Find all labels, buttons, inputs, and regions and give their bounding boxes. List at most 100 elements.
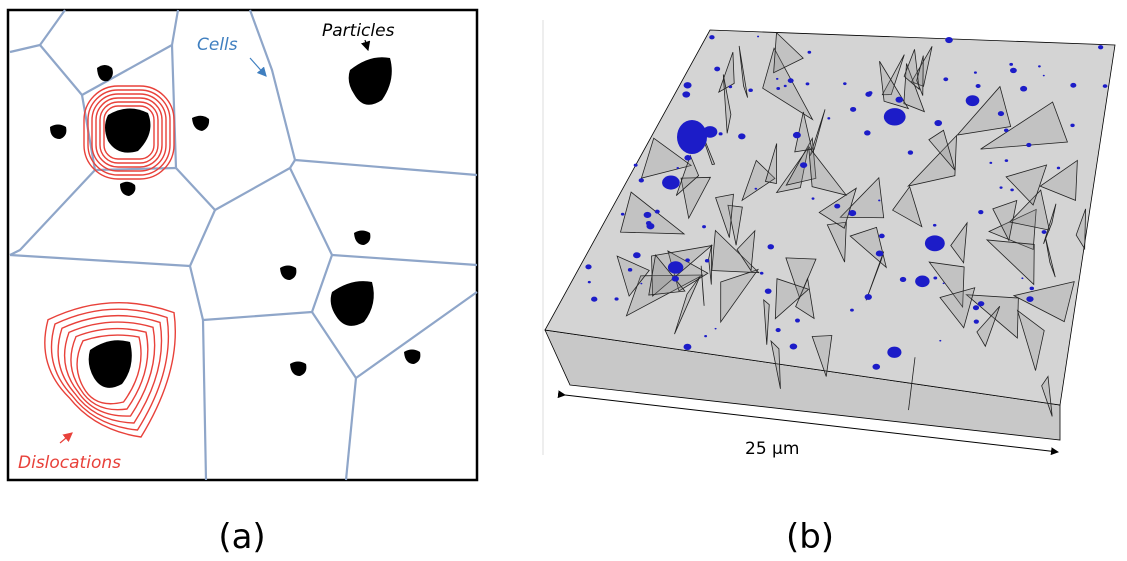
cell-face [910,46,933,87]
dislocation-loop [50,308,170,431]
particle-3d [827,117,831,120]
cell-face [950,221,968,264]
cell-face [738,45,748,98]
particle-3d [850,106,857,112]
particle-3d [973,71,977,74]
particle-3d [738,133,746,140]
particle-3d [1026,142,1032,148]
particle-3d [685,258,690,263]
particle-3d [754,187,758,190]
particle-3d [934,119,943,127]
dislocation-loop [70,327,149,411]
particle-3d [1038,65,1041,68]
cell-face [795,277,815,320]
particle-3d [1020,85,1028,92]
dislocation-loop [91,93,167,172]
particle-3d [924,235,945,252]
particle-3d [676,167,680,170]
particle-3d [848,210,857,217]
cell-face [1005,164,1048,206]
caption-b: (b) [786,517,834,557]
particle-3d [945,36,953,44]
panel-a: Cells Particles Dislocations (a) [6,8,479,557]
particle-3d [683,82,692,89]
particle-3d [643,211,652,219]
particle-3d [704,258,710,263]
cell-face [839,176,885,219]
particle-3d [864,294,872,300]
cell-face [718,51,735,93]
particle-3d [1102,84,1108,88]
cell-face [849,226,887,269]
cell-face [700,265,705,306]
cell-face [794,111,813,153]
cell-face [916,55,924,96]
particle-3d [899,276,907,283]
particle-3d [878,199,881,202]
particle-3d [1003,128,1009,133]
particle-3d [714,327,717,330]
cell-network [616,31,1087,417]
particle-3d [865,91,872,97]
particle-3d [709,35,715,40]
particle-3d [883,108,906,126]
particle-3d [972,305,980,311]
particle-3d [942,282,945,285]
particle-3d [943,77,949,82]
particle-3d [748,88,753,93]
cell-face [708,244,713,285]
particles-label: Particles [322,21,395,41]
particle-3d [811,197,815,200]
cell-face [648,254,686,296]
particle-3d [1004,159,1009,163]
particle-3d [759,271,764,275]
particle-3d [1010,67,1017,74]
cell-face [956,85,1012,136]
cell-face [903,49,920,91]
cell-face [720,268,760,324]
particle-3d [787,78,794,84]
particle-3d [714,66,721,72]
particle-3d [895,96,904,103]
particle-3d [878,233,885,239]
dislocation-loop [44,301,177,438]
cells-arrow [249,57,267,77]
dislocation-loop [87,89,171,176]
particle-3d [795,318,800,323]
particle-3d [767,244,775,250]
cell-face [741,159,776,202]
cell-face [1075,208,1087,251]
cell-face [892,185,923,228]
particle-3d [756,35,760,38]
dislocation-loop [99,101,159,164]
dislocation-loop [103,105,155,160]
cell-face [976,305,1001,348]
particle-3d [789,343,798,350]
particle-3d [1070,82,1077,88]
particle-3d [1026,296,1034,303]
particle-3d [633,163,638,167]
particle-3d [834,203,841,209]
scale-label: 25 µm [745,439,799,459]
cell-face [675,154,700,196]
particle-3d [591,296,598,302]
particle-3d [682,91,691,98]
particle-3d [620,212,625,216]
particle-3d [843,82,847,86]
dislocation-loop [95,97,163,168]
cells-label: Cells [197,35,238,55]
cell-face [1016,309,1045,371]
particle-3d [654,209,660,214]
particle-3d [1009,62,1014,66]
panel-b: 25 µm (b) [542,20,1116,557]
particle-3d [633,252,641,259]
particle-3d [1021,277,1024,280]
dislocation-loop [57,314,163,424]
particle-3d [932,223,937,227]
particle-3d [614,297,619,301]
cell-face [770,339,781,389]
particle-3d [638,178,644,183]
dislocations [44,85,177,438]
cell-face [1045,237,1056,278]
cell-face [774,278,810,320]
